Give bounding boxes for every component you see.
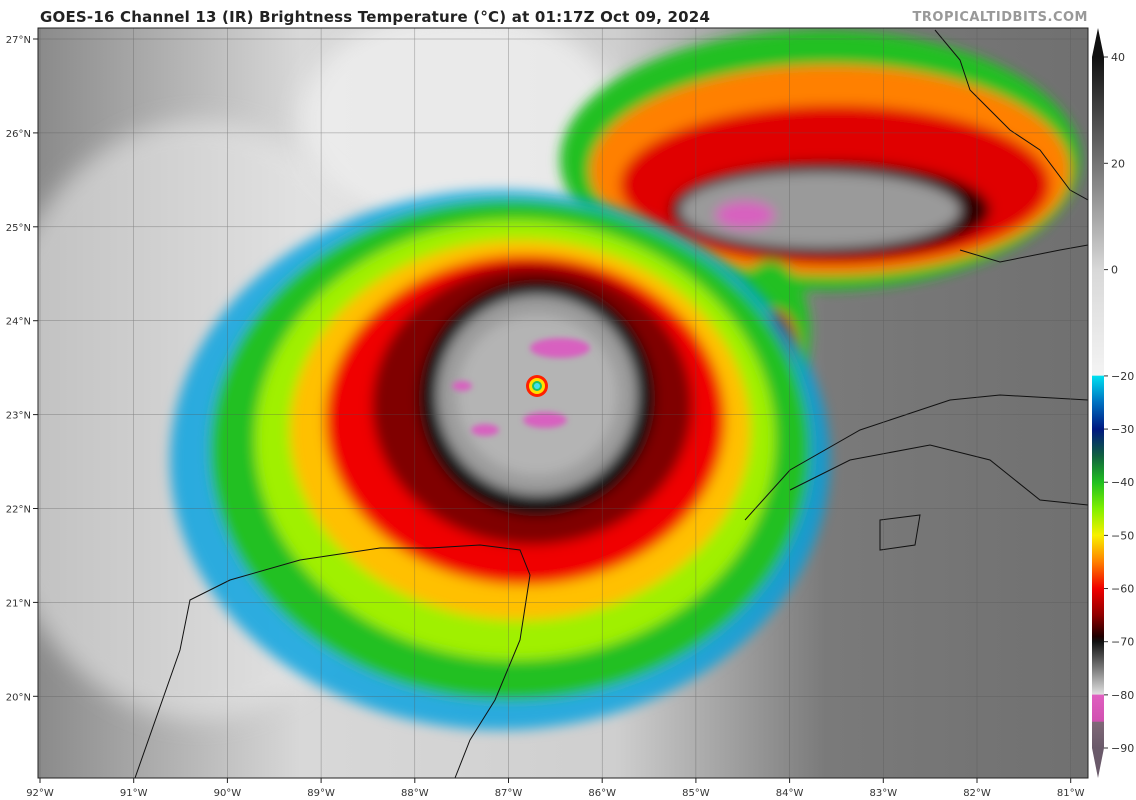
longitude-ticks: 92°W 91°W 90°W 89°W 88°W 87°W 86°W 85°W 84°W 83°W…: [26, 778, 1085, 799]
colorbar-tick-label: −40: [1111, 476, 1134, 489]
colorbar-tick-label: −90: [1111, 742, 1134, 755]
lon-tick-label: 84°W: [776, 788, 804, 799]
colorbar-max-arrow: [1092, 28, 1104, 57]
gridlines: [38, 28, 1088, 778]
colorbar-tick-label: −20: [1111, 370, 1134, 383]
colorbar-min-arrow: [1092, 748, 1104, 778]
florida-keys: [959, 244, 1088, 263]
colorbar-tick-label: −60: [1111, 583, 1134, 596]
colorbar-tick-label: −50: [1111, 529, 1134, 542]
map-frame: [37, 27, 1089, 779]
cuba-north-coast: [744, 394, 1088, 521]
isla-juventud: [879, 514, 921, 551]
lon-tick-label: 81°W: [1057, 788, 1085, 799]
colorbar-ticks: 40 20 0 −20 −30 −40 −50 −60 −70 −80 −90: [1104, 51, 1134, 755]
cuba-south-coast: [789, 444, 1088, 506]
colorbar-tick-label: −30: [1111, 423, 1134, 436]
cirrus-cloud: [300, 28, 620, 230]
colorbar-tick-label: −70: [1111, 636, 1134, 649]
credit-text: TROPICALTIDBITS.COM: [912, 10, 1088, 25]
lon-tick-label: 86°W: [588, 788, 616, 799]
lon-tick-label: 85°W: [682, 788, 710, 799]
lat-tick-label: 22°N: [6, 505, 31, 516]
map-title: GOES-16 Channel 13 (IR) Brightness Tempe…: [40, 8, 711, 26]
hurricane-milton: [170, 190, 830, 730]
lat-tick-label: 27°N: [6, 35, 31, 46]
overshooting-tops: [452, 338, 590, 436]
lon-tick-label: 82°W: [963, 788, 991, 799]
colorbar-scale: [1092, 57, 1104, 748]
lon-tick-label: 83°W: [869, 788, 897, 799]
lat-tick-label: 23°N: [6, 411, 31, 422]
lon-tick-label: 89°W: [307, 788, 335, 799]
lon-tick-label: 92°W: [26, 788, 54, 799]
florida-coast: [934, 29, 1088, 201]
eye: [526, 375, 548, 397]
lon-tick-label: 91°W: [120, 788, 148, 799]
colorbar: 40 20 0 −20 −30 −40 −50 −60 −70 −80 −90: [1092, 28, 1134, 778]
lon-tick-label: 87°W: [495, 788, 523, 799]
colorbar-tick-label: 0: [1111, 264, 1118, 277]
lat-tick-label: 26°N: [6, 129, 31, 140]
latitude-ticks: 27°N 26°N 25°N 24°N 23°N 22°N 21°N 20°N: [6, 35, 38, 703]
colorbar-tick-label: 40: [1111, 51, 1125, 64]
lat-tick-label: 25°N: [6, 223, 31, 234]
lat-tick-label: 20°N: [6, 692, 31, 703]
coastlines: [134, 29, 1088, 778]
imagery-layer: [38, 28, 1088, 778]
yucatan-coast: [134, 544, 531, 778]
lat-tick-label: 21°N: [6, 598, 31, 609]
colorbar-tick-label: −80: [1111, 689, 1134, 702]
lat-tick-label: 24°N: [6, 317, 31, 328]
lon-tick-label: 90°W: [214, 788, 242, 799]
lon-tick-label: 88°W: [401, 788, 429, 799]
colorbar-tick-label: 20: [1111, 157, 1125, 170]
